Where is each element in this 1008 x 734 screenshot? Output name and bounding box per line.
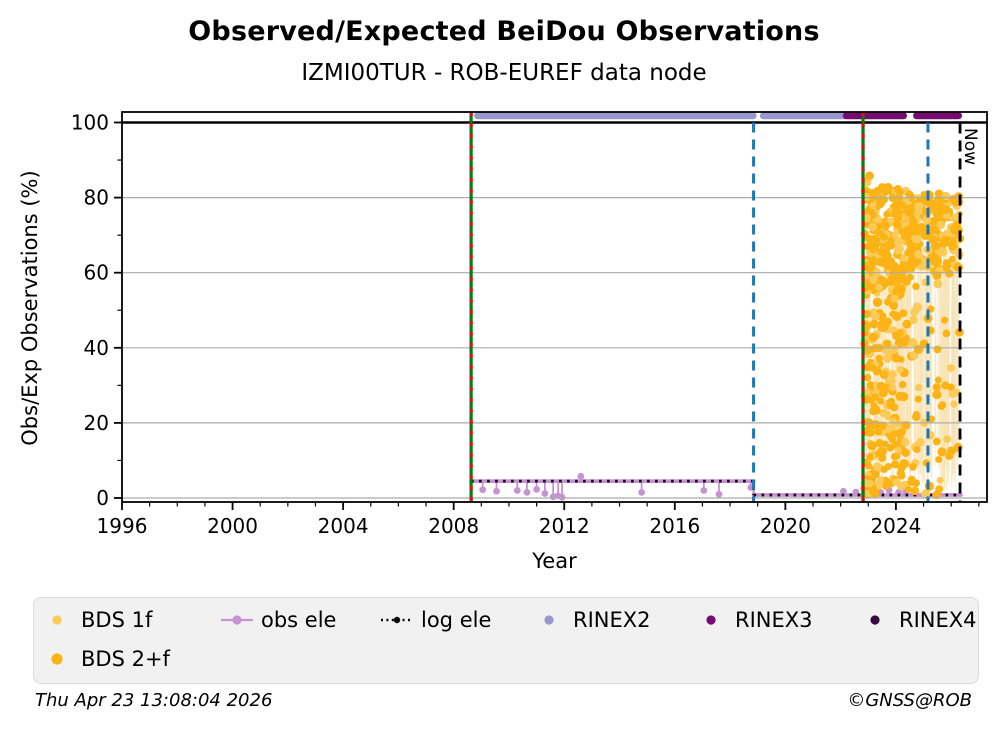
y-tick-label: 80: [84, 186, 109, 210]
y-tick-label: 100: [71, 111, 109, 135]
rinex3-bar: [842, 112, 907, 120]
legend-label: RINEX4: [899, 608, 977, 632]
rinex2-bar: [474, 112, 757, 120]
legend-label: log ele: [421, 608, 492, 632]
plot-border: [121, 111, 988, 503]
legend-item-bds-2-f: BDS 2+f: [48, 646, 170, 672]
y-tick-label: 0: [96, 486, 109, 510]
x-tick-label: 2020: [760, 514, 811, 538]
legend-item-rinex4: RINEX4: [866, 607, 977, 633]
grid-lines: [122, 197, 987, 499]
chart-subtitle: IZMI00TUR - ROB-EUREF data node: [301, 60, 707, 86]
legend-marker-rinex2-icon: [540, 613, 566, 627]
legend-item-obs-ele: obs ele: [220, 607, 336, 633]
legend-marker-bds-1f-icon: [48, 613, 74, 627]
legend-marker-rinex4-icon: [866, 613, 892, 627]
plot-data-layer: [469, 171, 965, 501]
y-axis-label: Obs/Exp Observations (%): [18, 170, 42, 446]
event-lines: [469, 112, 962, 502]
legend-item-rinex2: RINEX2: [540, 607, 651, 633]
legend-item-bds-1f: BDS 1f: [48, 607, 152, 633]
legend-label: RINEX2: [573, 608, 651, 632]
legend-label: BDS 1f: [81, 608, 153, 632]
y-tick-label: 60: [84, 261, 109, 285]
legend-item-rinex3: RINEX3: [702, 607, 813, 633]
rinex2-bar: [759, 112, 849, 120]
rinex3-bar: [913, 112, 962, 120]
axis-ticks: 1996 2000 2004 2008 2012 2016 2020 2024 0 20 40 60 8…: [71, 111, 980, 538]
legend-marker-rinex3-icon: [702, 613, 728, 627]
legend-item-log-ele: log ele: [380, 607, 491, 633]
legend-marker-log-ele-icon: [380, 613, 414, 627]
x-tick-label: 2016: [649, 514, 700, 538]
x-tick-label: 2024: [870, 514, 921, 538]
legend-label: obs ele: [261, 608, 337, 632]
y-tick-label: 20: [84, 411, 109, 435]
x-axis-label: Year: [532, 549, 577, 573]
rinex-bars: [474, 112, 962, 120]
page-title: Observed/Expected BeiDou Observations: [188, 16, 820, 47]
legend-marker-obs-ele-icon: [220, 613, 254, 627]
chart-plot-area: Now 1996 2000 2004 2008 2012 2016 2020 2024 0 20 40…: [71, 111, 988, 538]
legend-marker-bds-2-f-icon: [48, 652, 74, 666]
x-tick-label: 2004: [318, 514, 369, 538]
legend-label: BDS 2+f: [81, 647, 170, 671]
x-tick-label: 2000: [207, 514, 258, 538]
timestamp-text: Thu Apr 23 13:08:04 2026: [35, 690, 273, 711]
x-tick-label: 2008: [428, 514, 479, 538]
y-tick-label: 40: [84, 336, 109, 360]
x-tick-label: 2012: [539, 514, 590, 538]
legend-label: RINEX3: [735, 608, 813, 632]
credit-text: ©GNSS@ROB: [847, 690, 972, 711]
now-label: Now: [960, 128, 980, 165]
chart-legend: BDS 1f obs ele log ele RINEX2 RINEX3 RINEX4 BD…: [33, 597, 979, 684]
x-tick-label: 1996: [97, 514, 148, 538]
